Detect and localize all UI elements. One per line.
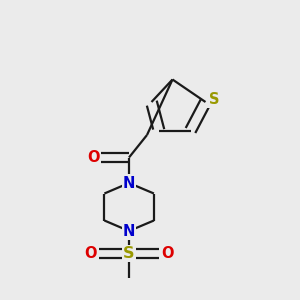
Text: O: O xyxy=(84,246,97,261)
Text: O: O xyxy=(161,246,174,261)
Text: N: N xyxy=(123,224,135,238)
Text: S: S xyxy=(123,246,135,261)
Text: S: S xyxy=(209,92,219,107)
Text: O: O xyxy=(87,150,99,165)
Text: N: N xyxy=(123,176,135,190)
